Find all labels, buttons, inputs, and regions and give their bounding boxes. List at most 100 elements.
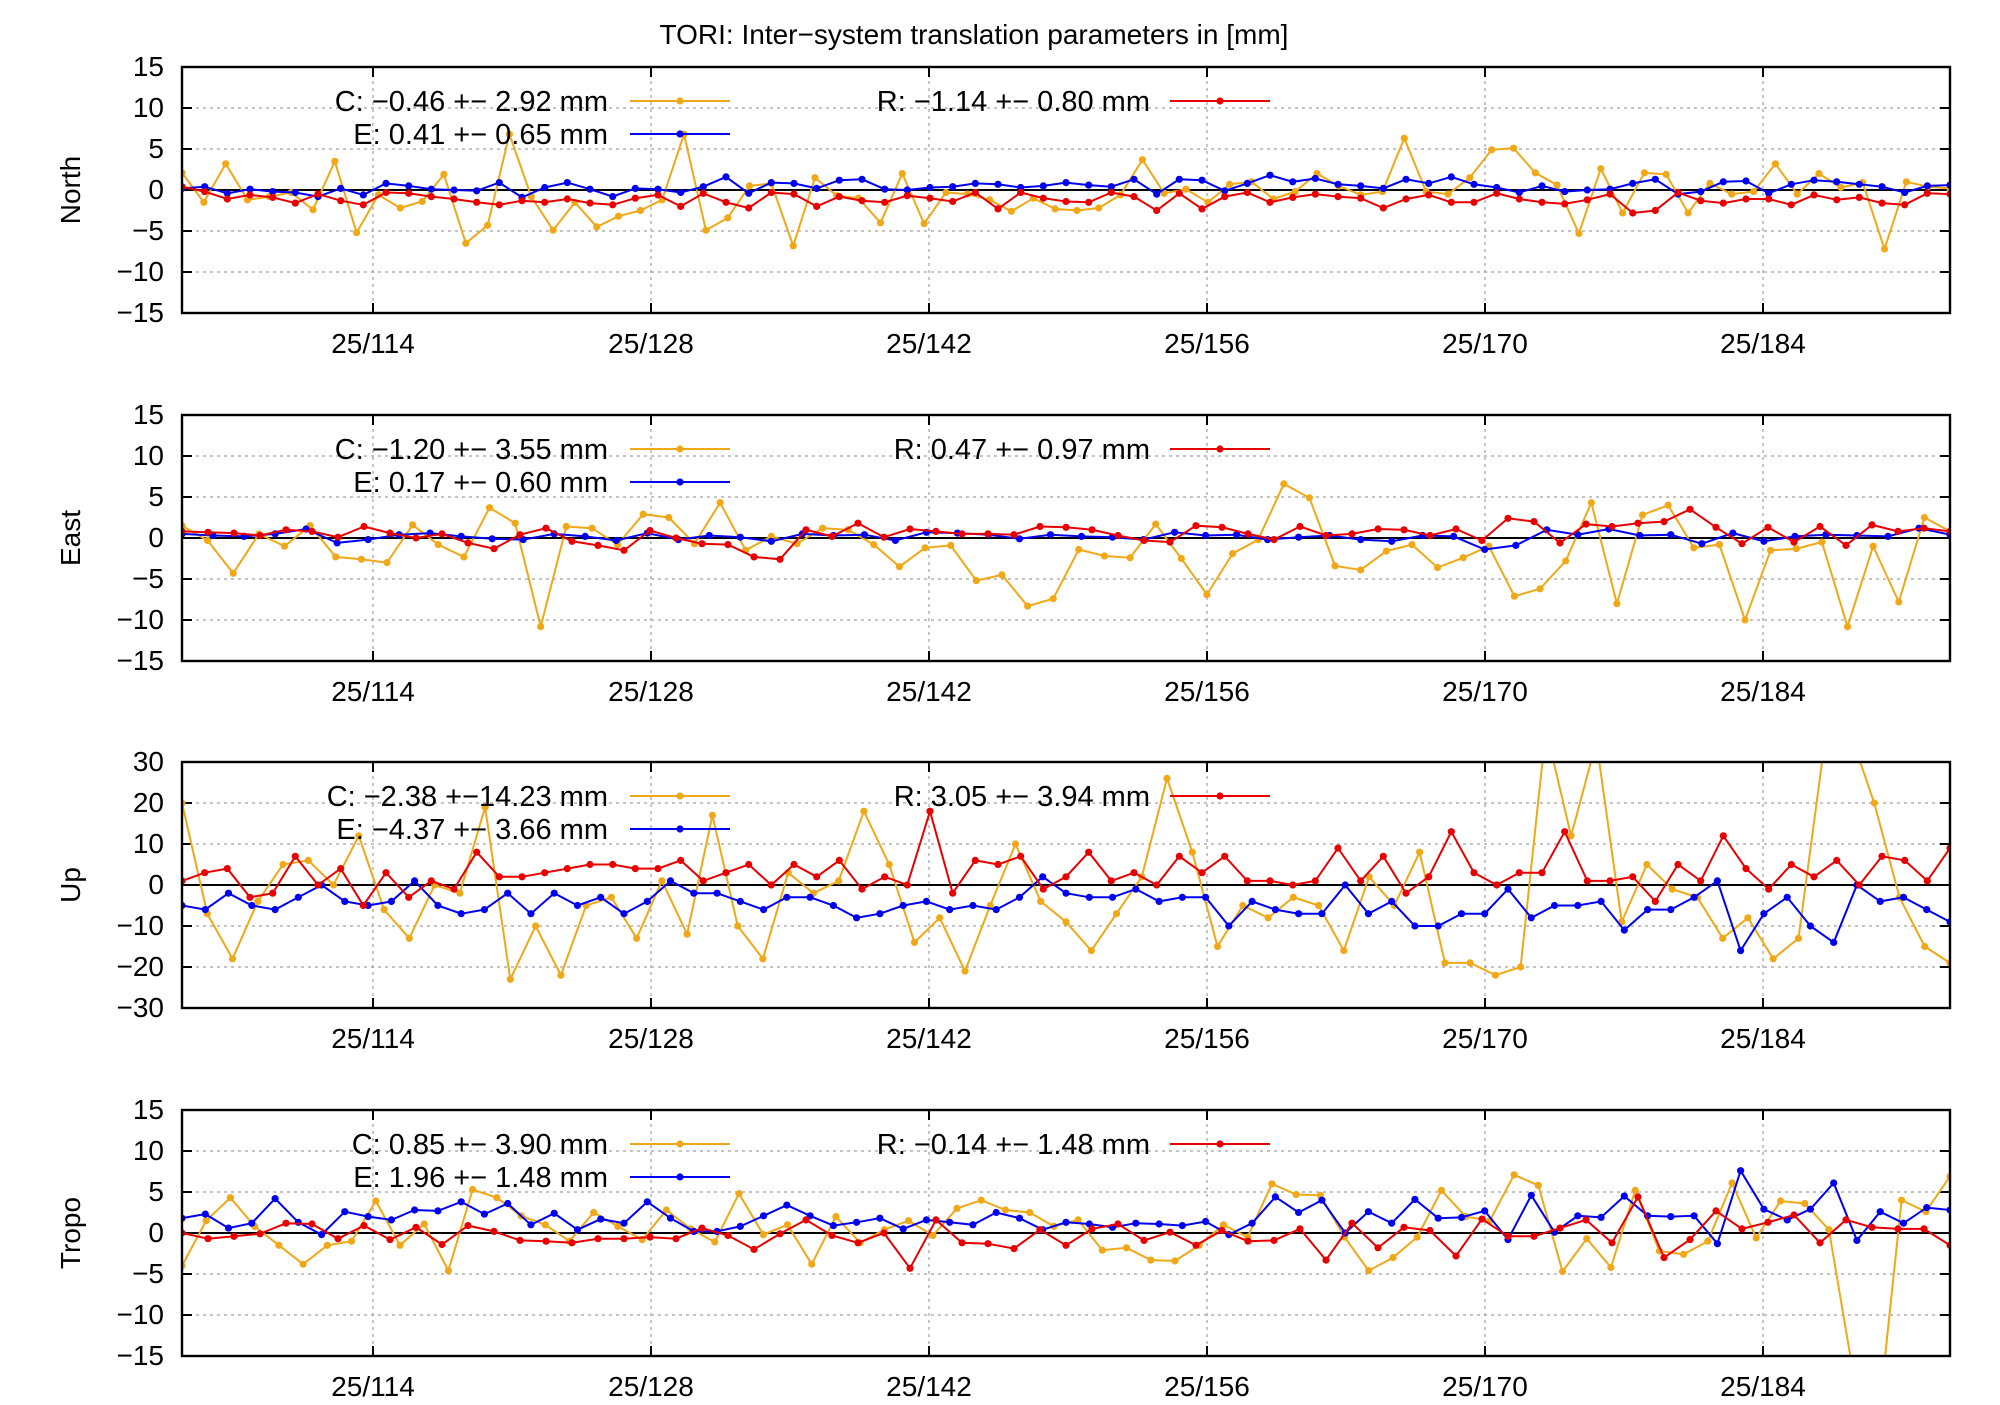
data-point-E xyxy=(1876,1208,1884,1216)
data-point-R xyxy=(699,877,707,885)
legend: C: −2.38 +−14.23 mmE: −4.37 +− 3.66 mm R:… xyxy=(327,781,1270,846)
data-point-R xyxy=(631,194,639,202)
data-point-R xyxy=(450,195,458,203)
data-point-R xyxy=(473,198,481,206)
data-point-R xyxy=(767,188,775,197)
data-point-E xyxy=(1108,893,1117,901)
data-point-C xyxy=(1026,1208,1034,1217)
data-point-C xyxy=(549,226,557,234)
data-point-E xyxy=(201,906,209,914)
data-point-R xyxy=(337,197,345,205)
data-point-R xyxy=(464,1222,472,1230)
data-point-C xyxy=(1845,726,1852,733)
y-axis-label: East xyxy=(55,510,86,566)
data-point-R xyxy=(1010,531,1018,539)
data-point-C xyxy=(860,807,868,815)
data-point-E xyxy=(1411,1195,1419,1203)
data-point-C xyxy=(1138,156,1146,164)
data-point-E xyxy=(1015,893,1024,901)
data-point-E xyxy=(269,188,277,196)
data-point-C xyxy=(789,242,797,250)
y-tick-label: −5 xyxy=(132,1258,164,1289)
data-point-E xyxy=(1434,922,1442,930)
data-point-E xyxy=(1015,1214,1024,1222)
data-point-E xyxy=(1318,1196,1326,1204)
data-point-R xyxy=(1674,188,1682,197)
data-point-R xyxy=(1221,852,1229,860)
data-point-E xyxy=(1470,180,1478,188)
y-tick-label: −5 xyxy=(132,563,164,594)
data-point-R xyxy=(1742,865,1750,873)
data-point-C xyxy=(1441,959,1449,967)
data-point-E xyxy=(1295,1208,1303,1217)
data-point-E xyxy=(581,532,589,541)
data-point-E xyxy=(294,893,302,901)
data-point-E xyxy=(359,191,367,199)
data-point-C xyxy=(1340,947,1348,955)
data-point-C xyxy=(835,877,843,885)
data-point-E xyxy=(699,183,707,191)
data-point-R xyxy=(1634,519,1642,527)
data-point-R xyxy=(1374,525,1382,533)
data-point-C xyxy=(506,975,514,983)
data-point-E xyxy=(1447,173,1455,181)
data-point-R xyxy=(1712,1207,1720,1215)
panel-north: 15 10 5 0 −5 −10 −15 25/114 25/128 25/142 25/156 25… xyxy=(55,51,1952,359)
data-point-R xyxy=(1322,1256,1330,1264)
data-point-R xyxy=(750,1245,758,1253)
data-point-C xyxy=(1902,178,1910,186)
series-group xyxy=(182,1167,1950,1376)
data-point-C xyxy=(735,1190,743,1198)
data-point-R xyxy=(246,191,254,199)
data-point-R xyxy=(1719,199,1727,207)
data-point-C xyxy=(331,157,339,165)
data-point-C xyxy=(1870,799,1878,807)
data-point-C xyxy=(1001,1206,1010,1214)
data-point-R xyxy=(495,873,503,881)
data-point-C xyxy=(420,1220,428,1228)
data-point-C xyxy=(1331,562,1339,570)
data-point-R xyxy=(359,901,367,910)
data-point-E xyxy=(271,906,279,914)
data-point-E xyxy=(1791,532,1799,541)
legend-label-R: R: −0.14 +− 1.48 mm xyxy=(877,1129,1150,1161)
data-point-R xyxy=(386,1236,394,1244)
data-point-E xyxy=(1481,910,1489,918)
data-point-E xyxy=(1175,175,1183,183)
data-point-E xyxy=(1341,881,1349,889)
data-point-R xyxy=(1140,536,1148,545)
data-point-R xyxy=(1651,897,1659,906)
data-point-R xyxy=(1868,521,1876,529)
data-point-R xyxy=(1660,518,1668,526)
data-point-E xyxy=(1364,910,1372,918)
data-point-E xyxy=(473,187,481,195)
data-point-R xyxy=(586,199,594,207)
data-point-R xyxy=(594,541,602,550)
data-point-C xyxy=(226,1194,234,1202)
data-point-R xyxy=(1175,189,1183,197)
data-point-E xyxy=(1289,178,1297,186)
data-point-C xyxy=(734,922,742,930)
data-point-E xyxy=(597,1215,605,1223)
data-point-R xyxy=(1493,189,1501,197)
data-point-R xyxy=(1515,195,1523,203)
data-point-C xyxy=(1510,1171,1518,1179)
data-point-R xyxy=(1062,1241,1070,1249)
data-point-R xyxy=(654,191,662,199)
data-point-C xyxy=(541,1221,549,1229)
data-point-C xyxy=(929,1231,937,1240)
data-point-R xyxy=(1166,538,1174,546)
data-point-R xyxy=(1379,852,1387,860)
data-point-R xyxy=(813,873,821,881)
x-tick-label: 25/142 xyxy=(886,1023,972,1054)
data-point-E xyxy=(1295,910,1303,918)
data-point-C xyxy=(405,934,413,942)
legend-marker-C xyxy=(676,445,684,453)
data-point-C xyxy=(1850,1369,1857,1376)
data-point-E xyxy=(411,877,419,885)
data-point-R xyxy=(230,1232,238,1240)
data-point-R xyxy=(1606,877,1614,885)
data-point-E xyxy=(504,889,512,897)
data-point-C xyxy=(1771,160,1779,168)
